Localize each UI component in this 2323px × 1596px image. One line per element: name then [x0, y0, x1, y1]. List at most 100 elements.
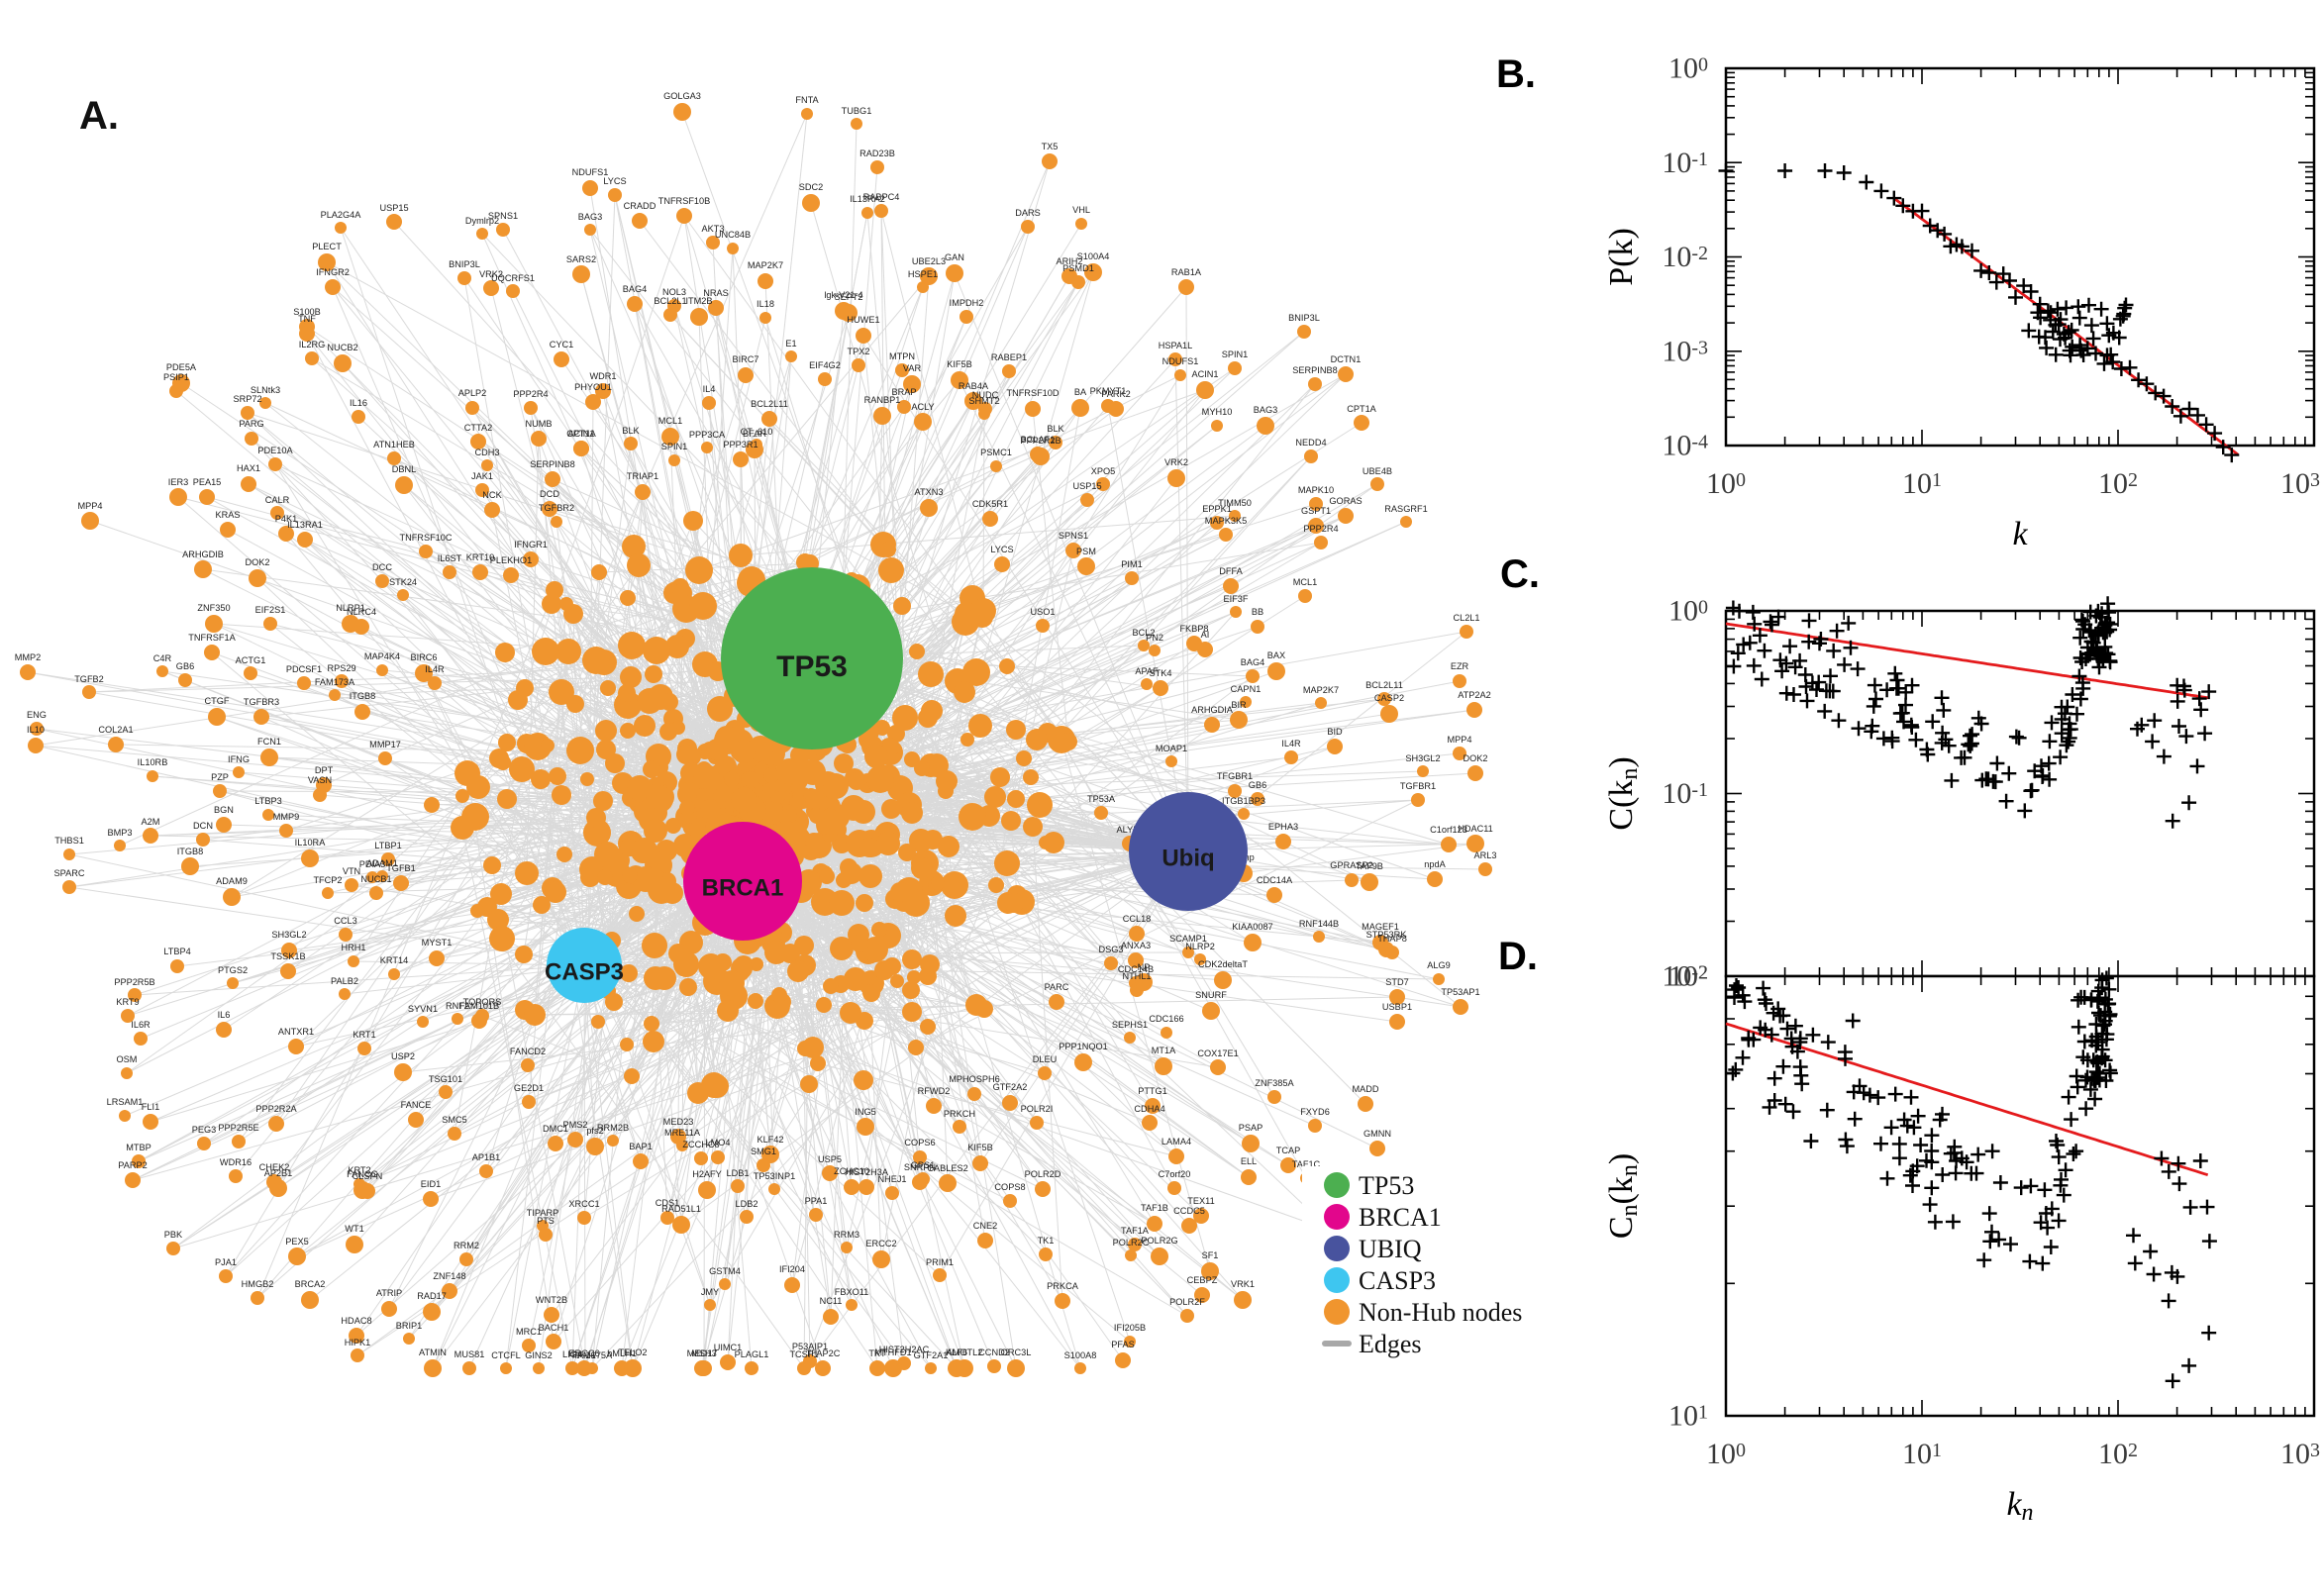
svg-text:HAX1: HAX1	[237, 463, 260, 473]
svg-text:AMOTL2: AMOTL2	[947, 1347, 983, 1357]
svg-text:PSMD1: PSMD1	[1062, 263, 1094, 273]
svg-text:CRADD: CRADD	[624, 201, 656, 211]
svg-text:PEG3: PEG3	[192, 1125, 217, 1135]
svg-text:EIF2S1: EIF2S1	[255, 605, 286, 615]
svg-text:CCL3: CCL3	[334, 916, 357, 926]
svg-text:10-1: 10-1	[1662, 147, 1708, 179]
svg-text:pfs2: pfs2	[586, 1126, 603, 1136]
svg-text:RABPC4: RABPC4	[863, 192, 900, 202]
svg-text:ZCCHC8: ZCCHC8	[682, 1140, 719, 1149]
svg-text:HIPK1: HIPK1	[345, 1338, 371, 1347]
svg-text:THBS1: THBS1	[54, 836, 84, 846]
svg-text:D.: D.	[1498, 935, 1538, 978]
svg-text:102: 102	[2098, 467, 2138, 500]
svg-text:CAPN1: CAPN1	[1231, 684, 1262, 694]
svg-text:SEPT2: SEPT2	[834, 292, 862, 302]
svg-text:BLK: BLK	[1047, 424, 1064, 434]
svg-text:PDIA3: PDIA3	[359, 859, 386, 869]
svg-text:WNT2B: WNT2B	[536, 1295, 567, 1305]
svg-text:HUWE1: HUWE1	[847, 315, 879, 325]
svg-text:POLR2F: POLR2F	[1169, 1297, 1205, 1307]
svg-text:CEBPZ: CEBPZ	[1187, 1275, 1218, 1285]
svg-text:BIR: BIR	[1231, 700, 1247, 710]
svg-text:NTHL1: NTHL1	[1122, 971, 1151, 981]
svg-text:PPP2R4: PPP2R4	[1303, 524, 1338, 534]
svg-text:TGFB2: TGFB2	[74, 674, 104, 684]
svg-text:KRT14: KRT14	[380, 955, 408, 965]
svg-text:UBE2L3: UBE2L3	[912, 256, 946, 266]
svg-text:PDCSF1: PDCSF1	[286, 664, 322, 674]
svg-text:SERPINB8: SERPINB8	[1292, 365, 1337, 375]
svg-text:PFAS: PFAS	[1111, 1340, 1135, 1349]
svg-text:XPO5: XPO5	[1091, 466, 1116, 476]
svg-text:POLR2D: POLR2D	[1025, 1169, 1061, 1179]
svg-text:NDUFS1: NDUFS1	[1162, 356, 1199, 366]
svg-text:IL4R: IL4R	[425, 664, 445, 674]
svg-text:PMS2: PMS2	[562, 1120, 587, 1130]
svg-text:MRC1: MRC1	[516, 1327, 542, 1337]
svg-text:DSG3: DSG3	[1098, 945, 1123, 954]
svg-text:CASP3: CASP3	[545, 958, 624, 985]
svg-text:FNTA: FNTA	[795, 95, 819, 105]
svg-text:MMP9: MMP9	[273, 812, 300, 822]
svg-text:ITGB8: ITGB8	[350, 691, 376, 701]
svg-text:MAPK3K5: MAPK3K5	[1205, 516, 1247, 526]
svg-text:ATXN3: ATXN3	[915, 487, 944, 497]
svg-text:STD7: STD7	[1385, 977, 1409, 987]
svg-text:FLI1: FLI1	[142, 1102, 159, 1112]
svg-text:SLNtk3: SLNtk3	[251, 385, 280, 395]
svg-text:PPP3R1: PPP3R1	[723, 440, 758, 449]
svg-text:AP1B1: AP1B1	[472, 1152, 501, 1162]
svg-text:100: 100	[1668, 595, 1708, 628]
svg-text:USP2: USP2	[391, 1051, 415, 1061]
svg-text:ING5: ING5	[855, 1107, 875, 1117]
svg-text:NLRP2: NLRP2	[1185, 942, 1215, 951]
svg-text:MMP17: MMP17	[369, 740, 401, 749]
svg-text:AKT3: AKT3	[702, 224, 725, 234]
svg-text:CDC166: CDC166	[1149, 1014, 1183, 1024]
svg-text:PLA2G4A: PLA2G4A	[321, 210, 362, 220]
svg-text:SH3GL2: SH3GL2	[1405, 753, 1440, 763]
svg-text:HSPA1L: HSPA1L	[1159, 341, 1193, 350]
svg-text:TFGBR1: TFGBR1	[1217, 771, 1253, 781]
svg-text:TP53: TP53	[1359, 1171, 1414, 1200]
svg-text:PPP2R5E: PPP2R5E	[218, 1123, 258, 1133]
svg-text:CDH3: CDH3	[474, 448, 499, 457]
svg-text:PARG: PARG	[239, 419, 263, 429]
svg-text:IL16: IL16	[350, 398, 367, 408]
svg-text:PALB2: PALB2	[331, 976, 358, 986]
svg-text:C4R: C4R	[153, 653, 172, 663]
svg-text:DARS: DARS	[1015, 208, 1041, 218]
svg-text:USO1: USO1	[1030, 607, 1055, 617]
svg-text:GINS2: GINS2	[525, 1350, 553, 1360]
svg-text:KIF5B: KIF5B	[967, 1143, 993, 1152]
svg-text:UBE4B: UBE4B	[1363, 466, 1392, 476]
svg-text:PEA15: PEA15	[193, 477, 222, 487]
svg-text:ARHGDIA: ARHGDIA	[1191, 705, 1234, 715]
svg-text:BCL2L11: BCL2L11	[1365, 680, 1403, 690]
svg-text:npdA: npdA	[1424, 859, 1446, 869]
svg-text:HDAC11: HDAC11	[1458, 824, 1493, 834]
svg-text:RNF144B: RNF144B	[1299, 919, 1339, 929]
svg-text:ATRIP: ATRIP	[376, 1288, 402, 1298]
svg-text:USP15: USP15	[1072, 481, 1101, 491]
svg-text:DCC: DCC	[372, 562, 392, 572]
svg-text:TNFRSF10B: TNFRSF10B	[658, 196, 711, 206]
svg-text:IFNGR1: IFNGR1	[514, 540, 548, 549]
svg-text:B.: B.	[1496, 52, 1536, 96]
svg-text:MCL1: MCL1	[1293, 577, 1318, 587]
svg-text:NOL3: NOL3	[662, 287, 686, 297]
svg-text:MRE11A: MRE11A	[664, 1128, 701, 1138]
svg-text:RAB1A: RAB1A	[1171, 267, 1202, 277]
svg-text:PBK: PBK	[164, 1230, 183, 1240]
svg-text:STK24: STK24	[389, 577, 417, 587]
svg-text:MMP2: MMP2	[15, 652, 42, 662]
svg-text:IL10RB: IL10RB	[138, 757, 168, 767]
svg-text:BRCA1: BRCA1	[702, 874, 784, 901]
svg-text:RRM3: RRM3	[834, 1230, 859, 1240]
svg-text:101: 101	[1668, 1400, 1708, 1433]
svg-text:TRIAP1: TRIAP1	[627, 471, 658, 481]
svg-text:DPT: DPT	[315, 765, 334, 775]
svg-text:BA: BA	[1074, 387, 1087, 397]
svg-text:UQCRFS1: UQCRFS1	[491, 273, 535, 283]
